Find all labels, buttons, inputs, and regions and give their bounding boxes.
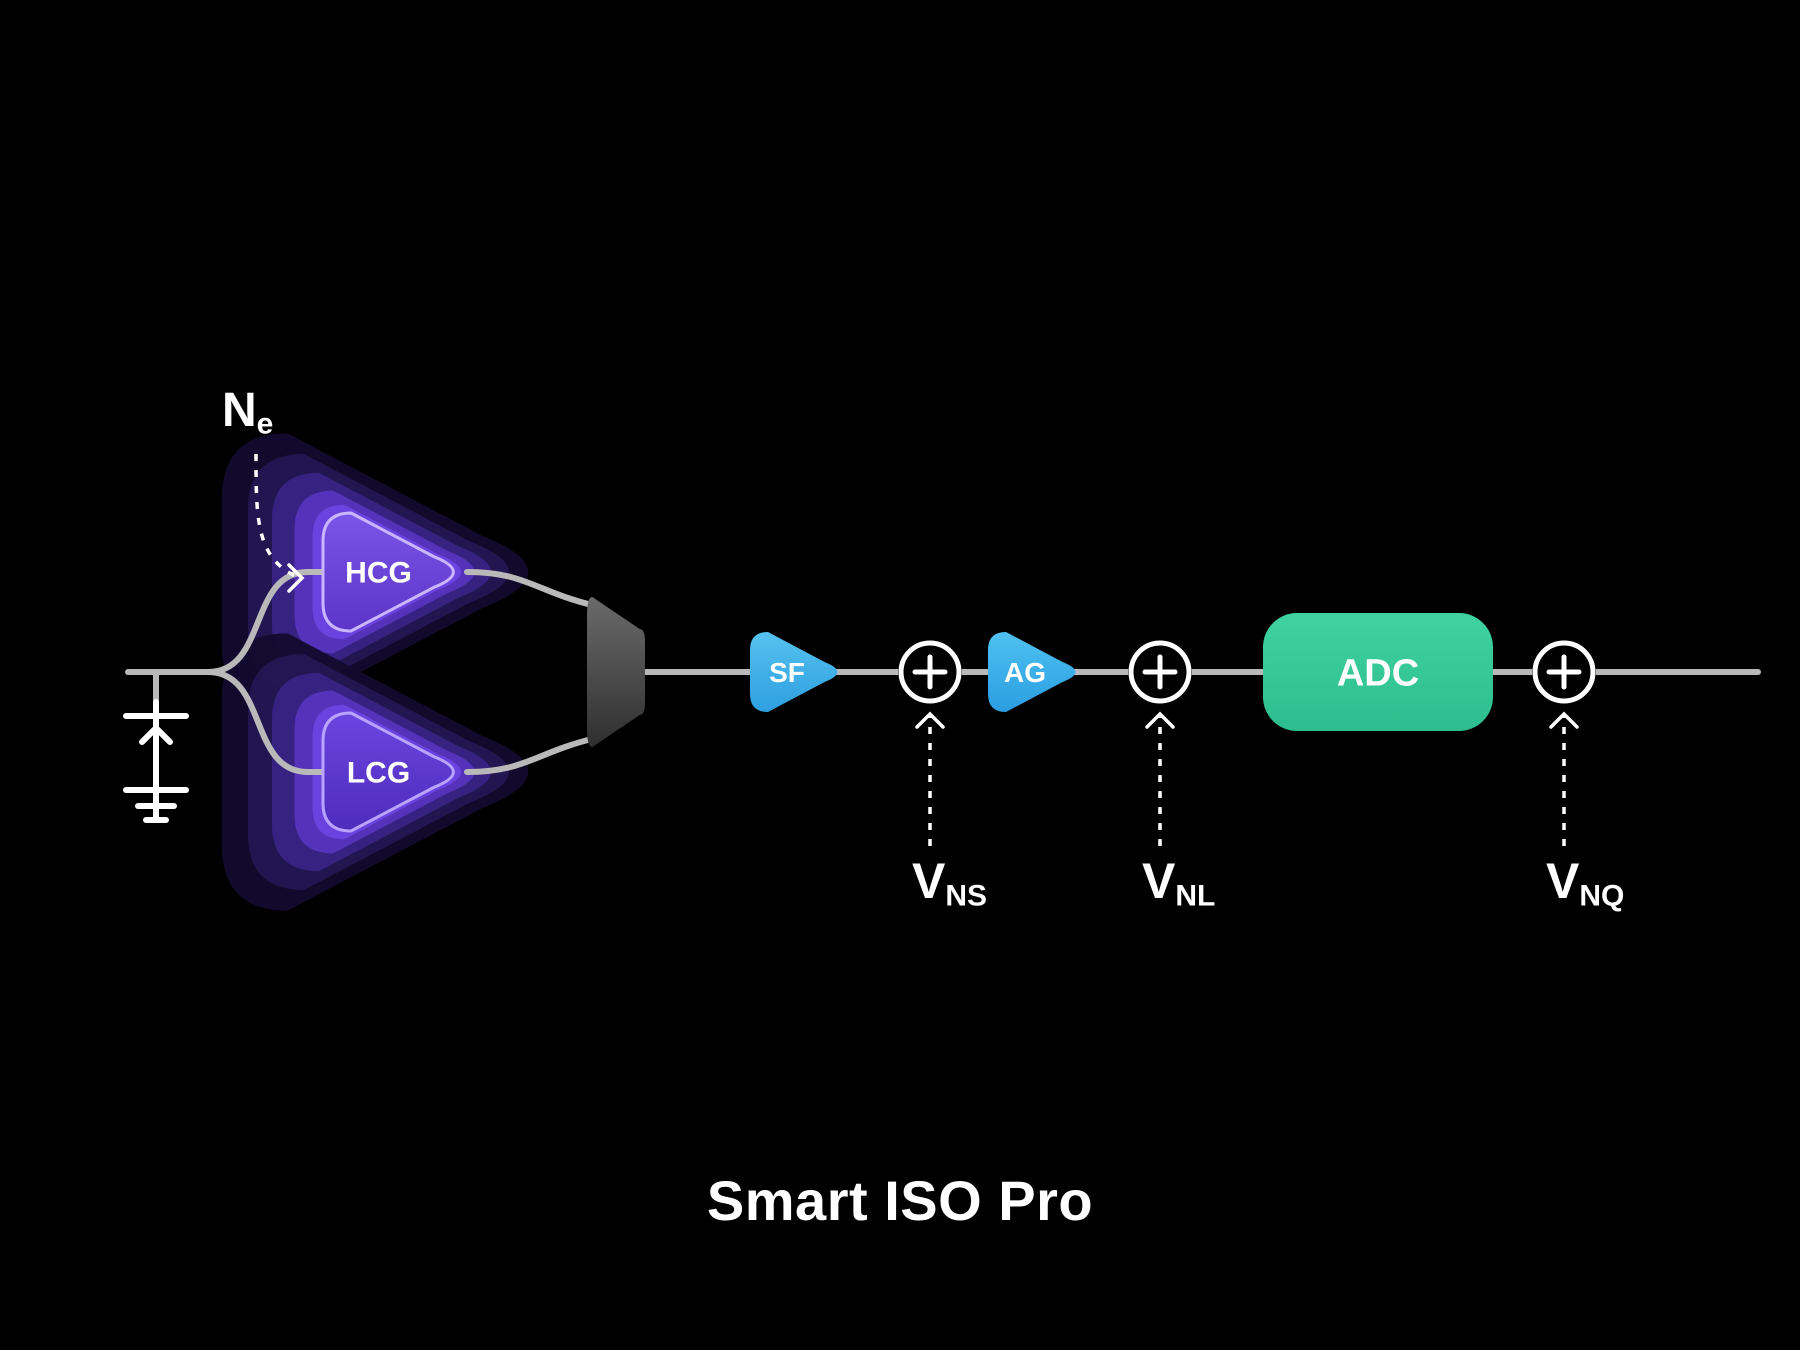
- arrow-head-icon: [1147, 714, 1173, 727]
- noise-label-vnq: VNQ: [1546, 853, 1624, 913]
- arrow-head-icon: [917, 714, 943, 727]
- ag-amp-label: AG: [1004, 657, 1046, 688]
- sf-amp: SF: [750, 632, 837, 712]
- ne-label: Ne: [222, 384, 273, 441]
- mux-block: [587, 597, 645, 747]
- arrow-head-icon: [1551, 714, 1577, 727]
- sf-amp-label: SF: [769, 657, 805, 688]
- noise-label-vnl: VNL: [1142, 853, 1215, 913]
- noise-label-vns: VNS: [912, 853, 987, 913]
- photodiode-icon: [126, 672, 186, 820]
- hcg-amp-label: HCG: [345, 557, 412, 590]
- ag-amp: AG: [988, 632, 1075, 712]
- adc-label: ADC: [1337, 652, 1419, 694]
- diagram-title: Smart ISO Pro: [0, 1168, 1800, 1233]
- lcg-amp-label: LCG: [347, 757, 410, 790]
